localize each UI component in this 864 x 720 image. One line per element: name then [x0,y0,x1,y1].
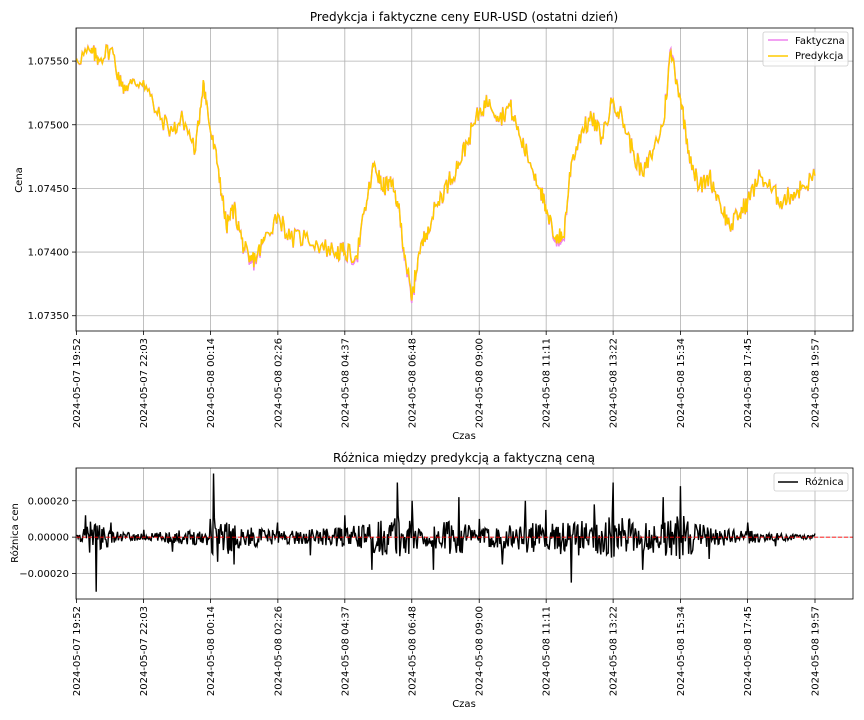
x-tick-label: 2024-05-08 17:45 [743,338,754,428]
difference-chart-xlabel: Czas [452,699,476,710]
x-tick-label: 2024-05-08 04:37 [340,606,351,696]
y-tick-label: 1.07550 [28,57,69,68]
x-tick-label: 2024-05-08 00:14 [206,338,217,428]
difference-line [76,473,816,592]
x-tick-label: 2024-05-08 02:26 [273,606,284,696]
x-tick-label: 2024-05-08 19:57 [811,338,822,428]
x-tick-label: 2024-05-07 19:52 [72,606,83,696]
y-tick-label: 0.00020 [28,496,69,507]
y-tick-label: 1.07500 [28,120,69,131]
price-chart-title: Predykcja i faktyczne ceny EUR-USD (osta… [310,10,618,24]
price-chart-y-ticks: 1.07350 1.07400 1.07450 1.07500 1.07550 [28,57,76,322]
x-tick-label: 2024-05-08 11:11 [542,338,553,428]
y-tick-label: 1.07400 [28,248,69,259]
difference-chart-frame [75,467,854,600]
price-chart-x-ticks: 2024-05-07 19:52 2024-05-07 22:03 2024-05-… [72,331,822,428]
x-tick-label: 2024-05-08 00:14 [206,606,217,696]
y-tick-label: 0.00000 [28,533,69,544]
x-tick-label: 2024-05-08 06:48 [407,606,418,696]
price-chart-frame [75,27,854,332]
x-tick-label: 2024-05-08 15:34 [676,606,687,696]
x-tick-label: 2024-05-08 19:57 [811,606,822,696]
x-tick-label: 2024-05-08 09:00 [475,606,486,696]
price-chart-ylabel: Cena [14,167,25,193]
x-tick-label: 2024-05-08 13:22 [609,606,620,696]
x-tick-label: 2024-05-07 22:03 [139,338,150,428]
x-tick-label: 2024-05-08 13:22 [609,338,620,428]
y-tick-label: −0.00020 [19,569,69,580]
difference-chart-title: Różnica między predykcją a faktyczną cen… [333,451,595,465]
x-tick-label: 2024-05-08 02:26 [273,338,284,428]
legend-actual-label: Faktyczna [795,36,845,47]
x-tick-label: 2024-05-08 11:11 [542,606,553,696]
price-chart-grid [76,28,853,331]
x-tick-label: 2024-05-08 04:37 [340,338,351,428]
price-chart: 1.07350 1.07400 1.07450 1.07500 1.07550 2024… [14,10,854,442]
x-tick-label: 2024-05-08 17:45 [743,606,754,696]
y-tick-label: 1.07450 [28,184,69,195]
x-tick-label: 2024-05-08 15:34 [676,338,687,428]
x-tick-label: 2024-05-08 06:48 [407,338,418,428]
difference-chart-legend: Różnica [773,472,849,492]
price-chart-xlabel: Czas [452,431,476,442]
predicted-price-line [76,44,816,301]
difference-chart-ylabel: Różnica cen [9,503,21,563]
x-tick-label: 2024-05-08 09:00 [475,338,486,428]
x-tick-label: 2024-05-07 19:52 [72,338,83,428]
legend-difference-label: Różnica [805,476,844,488]
price-chart-legend: Faktyczna Predykcja [762,31,849,67]
difference-chart-y-ticks: −0.00020 0.00000 0.00020 [19,496,76,580]
x-tick-label: 2024-05-07 22:03 [139,606,150,696]
y-tick-label: 1.07350 [28,311,69,322]
legend-predicted-label: Predykcja [795,51,843,62]
difference-chart-x-ticks: 2024-05-07 19:52 2024-05-07 22:03 2024-05-… [72,599,822,696]
